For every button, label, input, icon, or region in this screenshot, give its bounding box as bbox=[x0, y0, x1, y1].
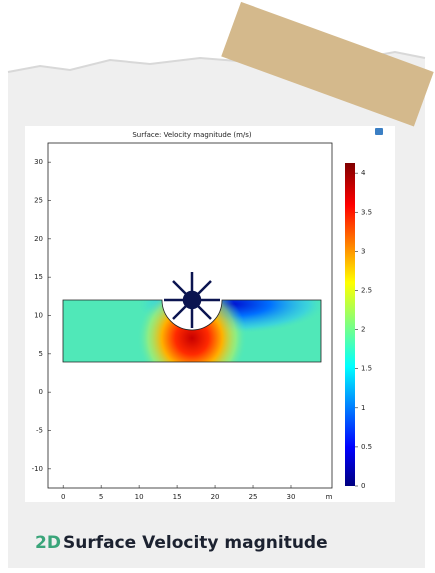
y-tick-label: 20 bbox=[34, 235, 43, 243]
x-tick-label: 5 bbox=[99, 493, 103, 501]
y-tick-label: 30 bbox=[34, 158, 43, 166]
x-axis-label: m bbox=[326, 493, 333, 501]
colorbar-tick-label: 4 bbox=[361, 169, 366, 177]
colorbar-tick-label: 1.5 bbox=[361, 365, 372, 373]
x-tick-label: 25 bbox=[249, 493, 258, 501]
colorbar-tick-label: 0 bbox=[361, 482, 365, 490]
colorbar bbox=[345, 163, 355, 486]
x-tick-label: 30 bbox=[287, 493, 296, 501]
colorbar-tick-label: 0.5 bbox=[361, 443, 372, 451]
colorbar-tick-label: 3 bbox=[361, 247, 365, 255]
x-tick-label: 20 bbox=[211, 493, 220, 501]
y-tick-label: 5 bbox=[39, 350, 43, 358]
caption-highlight: 2D bbox=[35, 533, 61, 553]
x-tick-label: 0 bbox=[61, 493, 65, 501]
colorbar-tick-label: 1 bbox=[361, 404, 365, 412]
x-tick-label: 15 bbox=[173, 493, 182, 501]
y-tick-label: -10 bbox=[32, 465, 43, 473]
caption-text: Surface Velocity magnitude bbox=[63, 533, 328, 553]
y-tick-label: 25 bbox=[34, 197, 43, 205]
colorbar-tick-label: 2 bbox=[361, 326, 365, 334]
y-tick-label: -5 bbox=[36, 427, 43, 435]
y-tick-label: 10 bbox=[34, 312, 43, 320]
x-tick-label: 10 bbox=[135, 493, 144, 501]
page: Surface: Velocity magnitude (m/s) m 2D S… bbox=[0, 0, 435, 573]
colorbar-tick-label: 3.5 bbox=[361, 208, 372, 216]
colorbar-tick-label: 2.5 bbox=[361, 286, 372, 294]
y-tick-label: 0 bbox=[39, 388, 43, 396]
y-tick-label: 15 bbox=[34, 273, 43, 281]
icon bbox=[375, 128, 383, 135]
chart-title: Surface: Velocity magnitude (m/s) bbox=[132, 131, 252, 139]
